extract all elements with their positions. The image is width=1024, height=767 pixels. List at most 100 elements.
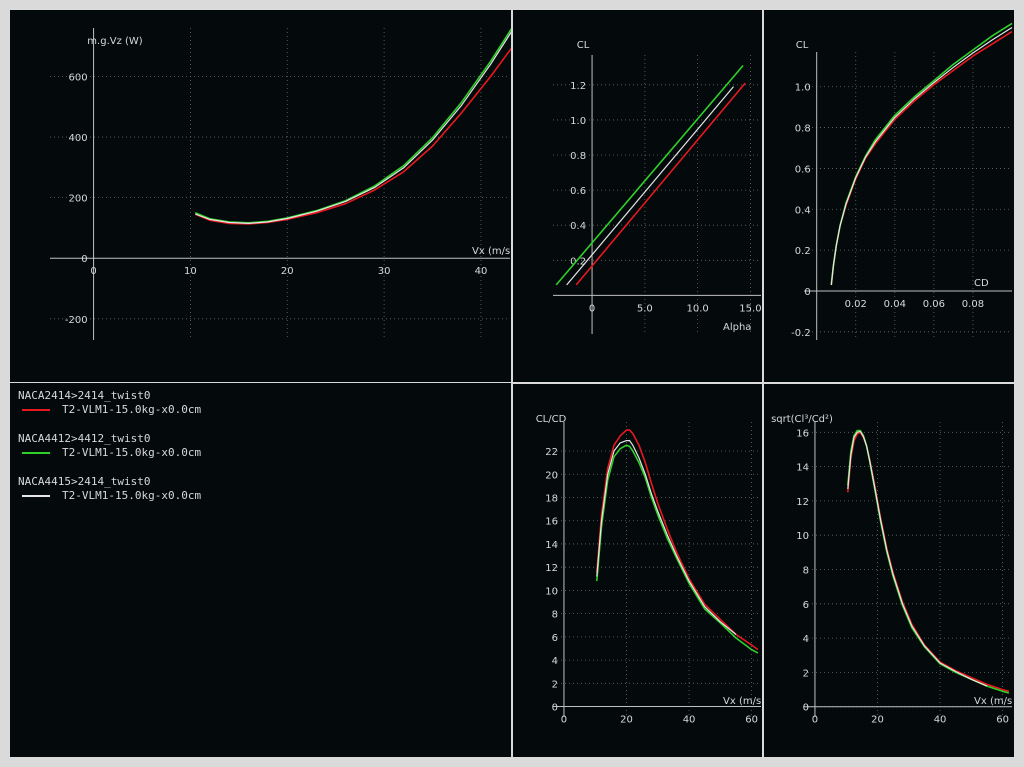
y-tick-label: 4 <box>803 634 809 645</box>
x-tick-label: 40 <box>475 266 488 277</box>
y-tick-label: 20 <box>545 470 558 481</box>
series-line <box>195 31 511 224</box>
legend-entry-row: T2-VLM1-15.0kg-x0.0cm <box>18 489 201 502</box>
y-axis-label: sqrt(Cl³/Cd²) <box>771 414 833 425</box>
legend-entry-title: NACA2414>2414_twist0 <box>18 389 151 402</box>
y-tick-label: 1.2 <box>570 81 586 92</box>
legend-entry-label: T2-VLM1-15.0kg-x0.0cm <box>62 446 202 459</box>
x-tick-label: 0.02 <box>845 299 867 310</box>
y-tick-label: 16 <box>545 517 558 528</box>
x-axis-label: CD <box>974 278 989 289</box>
legend-swatch <box>22 452 50 454</box>
x-tick-label: 0.04 <box>884 299 906 310</box>
legend-panel: NACA2414>2414_twist0 T2-VLM1-15.0kg-x0.0… <box>10 383 511 757</box>
legend-entry-title: NACA4412>4412_twist0 <box>18 432 151 445</box>
x-tick-label: 5.0 <box>637 303 653 314</box>
y-tick-label: 14 <box>545 540 558 551</box>
series-line <box>830 22 1013 285</box>
chart-svg: 0 20 40 60 0 2 4 6 8 10 12 14 16 sqrt(Cl³/Cd²) Vx (m/s <box>771 414 1012 726</box>
y-tick-label: 0.8 <box>570 151 586 162</box>
series-line <box>596 444 759 654</box>
x-tick-label: 30 <box>378 266 391 277</box>
y-tick-label: 0 <box>803 703 809 714</box>
y-tick-label: 1.0 <box>570 116 586 127</box>
y-tick-label: 200 <box>68 194 87 205</box>
y-tick-label: 16 <box>796 428 809 439</box>
series-line <box>194 27 511 224</box>
y-tick-label: -0.2 <box>791 328 811 339</box>
x-tick-label: 40 <box>934 715 947 726</box>
series-line <box>830 30 1013 285</box>
x-axis-label: Vx (m/s <box>723 696 761 707</box>
series-line <box>830 26 1013 285</box>
y-axis-label: CL/CD <box>536 414 567 425</box>
legend-entry: NACA4412>4412_twist0 T2-VLM1-15.0kg-x0.0… <box>18 432 201 459</box>
x-tick-label: 0 <box>561 715 567 726</box>
x-tick-label: 15.0 <box>739 303 761 314</box>
x-tick-label: 10 <box>184 266 197 277</box>
y-tick-label: 0.4 <box>795 205 811 216</box>
y-tick-label: 600 <box>68 72 87 83</box>
power-chart-panel: 0 10 20 30 40 -200 0 200 400 600 m.g.Vz (W) Vx (m/s <box>10 10 511 382</box>
x-tick-label: 0.08 <box>962 299 984 310</box>
x-tick-label: 60 <box>996 715 1009 726</box>
x-axis-label: Alpha <box>723 322 751 333</box>
sqrt-cl3-cd2-chart-panel: 0 20 40 60 0 2 4 6 8 10 12 14 16 sqrt(Cl³/Cd²) Vx (m/s <box>764 384 1014 757</box>
legend-entry-label: T2-VLM1-15.0kg-x0.0cm <box>62 489 202 502</box>
cl-over-cd-chart-panel: 0 20 40 60 0 2 4 6 8 10 12 14 16 18 20 22 CL/CD Vx (m/s <box>513 384 762 757</box>
series-line <box>575 82 746 286</box>
x-tick-label: 40 <box>683 715 696 726</box>
y-axis-label: CL <box>577 40 590 51</box>
x-tick-label: 10.0 <box>687 303 709 314</box>
y-axis-label: m.g.Vz (W) <box>87 36 143 47</box>
legend-swatch <box>22 409 50 411</box>
series-line <box>596 439 737 635</box>
x-axis-label: Vx (m/s <box>974 696 1012 707</box>
x-tick-label: 0.06 <box>923 299 945 310</box>
y-tick-label: 0 <box>804 287 810 298</box>
y-tick-label: 0.2 <box>795 246 811 257</box>
y-tick-label: 10 <box>545 586 558 597</box>
legend-entry-label: T2-VLM1-15.0kg-x0.0cm <box>62 403 202 416</box>
chart-svg: 0.02 0.04 0.06 0.08 -0.2 0 0.2 0.4 0.6 0.8 1.0 CL CD <box>791 22 1013 340</box>
x-tick-label: 0 <box>812 715 818 726</box>
chart-svg: 0 20 40 60 0 2 4 6 8 10 12 14 16 18 20 22 CL/CD Vx (m/s <box>536 414 761 726</box>
x-tick-label: 60 <box>745 715 758 726</box>
legend-entry-row: T2-VLM1-15.0kg-x0.0cm <box>18 403 201 416</box>
series-line <box>596 429 759 651</box>
y-tick-label: 0 <box>552 703 558 714</box>
y-tick-label: 8 <box>803 566 809 577</box>
y-tick-label: 0.6 <box>570 186 586 197</box>
series-line <box>194 47 511 225</box>
series-line <box>847 430 988 687</box>
x-tick-label: 0 <box>589 303 595 314</box>
y-tick-label: 14 <box>796 463 809 474</box>
legend-entry-row: T2-VLM1-15.0kg-x0.0cm <box>18 446 201 459</box>
y-tick-label: 2 <box>552 679 558 690</box>
x-axis-label: Vx (m/s <box>472 246 510 257</box>
y-tick-label: 0.8 <box>795 124 811 135</box>
chart-svg: 0 5.0 10.0 15.0 0.2 0.4 0.6 0.8 1.0 1.2 CL Alpha <box>553 40 762 334</box>
x-tick-label: 20 <box>620 715 633 726</box>
y-tick-label: 0.6 <box>795 164 811 175</box>
legend-swatch <box>22 495 50 497</box>
y-tick-label: 12 <box>545 563 558 574</box>
cl-cd-chart-panel: 0.02 0.04 0.06 0.08 -0.2 0 0.2 0.4 0.6 0.8 1.0 CL CD <box>764 10 1014 382</box>
legend-entry-title: NACA4415>2414_twist0 <box>18 475 151 488</box>
x-tick-label: 20 <box>871 715 884 726</box>
y-tick-label: 10 <box>796 531 809 542</box>
y-tick-label: 6 <box>552 633 558 644</box>
y-axis-label: CL <box>796 40 809 51</box>
y-tick-label: 0.2 <box>570 256 586 267</box>
y-tick-label: 2 <box>803 668 809 679</box>
y-tick-label: 1.0 <box>795 83 811 94</box>
y-tick-label: 0.4 <box>570 221 586 232</box>
y-tick-label: 0 <box>81 254 87 265</box>
y-tick-label: 400 <box>68 133 87 144</box>
y-tick-label: 4 <box>552 656 558 667</box>
y-tick-label: 6 <box>803 600 809 611</box>
chart-svg: 0 10 20 30 40 -200 0 200 400 600 m.g.Vz (W) Vx (m/s <box>50 27 511 340</box>
y-tick-label: -200 <box>65 315 88 326</box>
y-tick-label: 8 <box>552 610 558 621</box>
legend-entry: NACA4415>2414_twist0 T2-VLM1-15.0kg-x0.0… <box>18 475 201 502</box>
